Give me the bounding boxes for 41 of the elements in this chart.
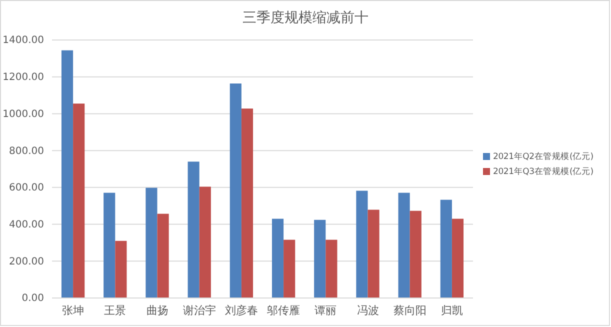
bar <box>356 190 368 298</box>
x-tick-label: 王景 <box>104 304 126 317</box>
y-tick-label: 200.00 <box>9 256 44 268</box>
x-tick-label: 谢治宇 <box>182 304 216 317</box>
bar <box>326 240 338 298</box>
bar <box>73 104 85 298</box>
bar <box>284 240 296 298</box>
bar <box>157 214 169 298</box>
x-tick-label: 曲扬 <box>146 304 168 317</box>
bar <box>314 220 326 298</box>
y-tick-label: 0.00 <box>22 293 44 304</box>
bar <box>146 188 158 298</box>
x-tick-label: 邬传雁 <box>267 304 300 317</box>
bar <box>452 218 464 298</box>
bar <box>440 200 452 298</box>
bar <box>230 83 242 298</box>
y-tick-label: 1400.00 <box>2 35 44 46</box>
bar <box>61 50 74 298</box>
bar <box>104 192 116 298</box>
bar <box>410 210 422 298</box>
x-tick-label: 刘彦春 <box>224 304 258 317</box>
legend-label: 2021年Q3在管规模(亿元) <box>493 166 594 177</box>
bar <box>188 162 200 298</box>
x-tick-label: 冯波 <box>356 304 379 317</box>
x-tick-label: 谭丽 <box>314 304 337 317</box>
y-tick-label: 600.00 <box>9 182 44 194</box>
x-tick-label: 蔡向阳 <box>393 304 426 317</box>
bar <box>272 218 284 298</box>
bar <box>241 108 254 298</box>
y-tick-label: 800.00 <box>9 146 44 157</box>
x-tick-label: 归凯 <box>440 304 463 317</box>
bar <box>199 186 211 298</box>
y-tick-label: 1200.00 <box>2 72 44 84</box>
x-tick-label: 张坤 <box>62 304 84 317</box>
legend-label: 2021年Q2在管规模(亿元) <box>493 151 594 162</box>
chart-title: 三季度规模缩减前十 <box>242 10 368 26</box>
bar <box>398 192 410 298</box>
y-tick-label: 400.00 <box>9 219 44 230</box>
bar <box>368 210 380 298</box>
bar <box>115 240 127 298</box>
y-tick-label: 1000.00 <box>2 108 44 120</box>
